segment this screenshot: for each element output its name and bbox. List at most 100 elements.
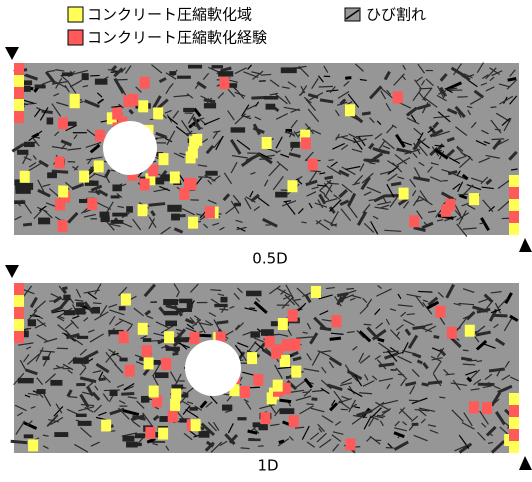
crack bbox=[439, 397, 445, 398]
crack-cluster bbox=[163, 299, 178, 305]
crack bbox=[99, 379, 106, 380]
softened-zone bbox=[290, 338, 300, 350]
crack-cluster bbox=[50, 380, 62, 386]
softened-experienced bbox=[190, 332, 200, 344]
softened-experienced bbox=[509, 211, 519, 223]
softened-zone bbox=[331, 315, 341, 327]
crack bbox=[463, 364, 476, 365]
softened-experienced bbox=[289, 415, 299, 427]
crack-cluster bbox=[281, 67, 297, 73]
softened-experienced bbox=[20, 171, 30, 183]
crack bbox=[391, 183, 401, 185]
support-marker bbox=[5, 47, 19, 60]
hole bbox=[103, 121, 157, 175]
crack bbox=[508, 79, 517, 81]
crack bbox=[199, 335, 212, 336]
panel-caption: 0.5D bbox=[252, 250, 287, 268]
crack-cluster bbox=[119, 358, 127, 362]
softened-experienced bbox=[509, 405, 519, 417]
crack-cluster bbox=[165, 321, 177, 327]
crack-cluster bbox=[18, 378, 34, 383]
softened-zone bbox=[145, 427, 155, 439]
crack-cluster bbox=[92, 307, 100, 314]
crack-cluster bbox=[37, 389, 46, 394]
crack bbox=[11, 441, 27, 443]
softened-experienced bbox=[142, 345, 152, 357]
crack-cluster bbox=[177, 76, 191, 79]
softened-experienced bbox=[509, 175, 519, 187]
softened-experienced bbox=[308, 159, 318, 171]
crack bbox=[418, 291, 432, 292]
softened-zone bbox=[265, 336, 275, 348]
softened-zone bbox=[482, 402, 492, 414]
crack-cluster bbox=[143, 338, 152, 342]
crack-cluster bbox=[82, 73, 89, 80]
crack-cluster bbox=[135, 433, 145, 438]
softened-experienced bbox=[509, 199, 519, 211]
page: コンクリート圧縮軟化域 コンクリート圧縮軟化経験 ひび割れ 0.5D 1D ((… bbox=[0, 0, 532, 482]
softened-experienced bbox=[345, 438, 355, 450]
crack-cluster bbox=[261, 329, 274, 336]
crack bbox=[279, 400, 291, 402]
softened-experienced bbox=[509, 429, 519, 441]
crack-cluster bbox=[155, 372, 169, 378]
crack bbox=[434, 336, 440, 337]
crack-cluster bbox=[258, 423, 267, 430]
legend-swatch-yellow bbox=[68, 7, 83, 22]
softened-experienced bbox=[409, 215, 419, 227]
softened-experienced bbox=[14, 63, 24, 75]
legend-label: コンクリート圧縮軟化域 bbox=[87, 6, 252, 24]
softened-experienced bbox=[14, 331, 24, 343]
crack bbox=[320, 100, 333, 102]
softened-experienced bbox=[399, 188, 409, 200]
crack bbox=[306, 404, 313, 405]
legend-label: ひび割れ bbox=[366, 6, 426, 24]
crack bbox=[173, 353, 179, 354]
softened-experienced bbox=[509, 393, 519, 405]
softened-zone bbox=[95, 130, 105, 142]
crack-cluster bbox=[110, 390, 118, 396]
support-marker bbox=[5, 265, 19, 278]
softened-experienced bbox=[469, 193, 479, 205]
softened-zone bbox=[128, 94, 138, 106]
softened-experienced bbox=[469, 401, 479, 413]
crack bbox=[428, 382, 442, 383]
crack-cluster bbox=[275, 192, 287, 198]
crack bbox=[477, 361, 482, 362]
softened-zone bbox=[144, 357, 154, 369]
softened-zone bbox=[140, 77, 150, 89]
crack bbox=[329, 160, 334, 161]
crack-cluster bbox=[214, 304, 227, 307]
crack-cluster bbox=[111, 220, 124, 224]
crack bbox=[248, 431, 258, 433]
crack-cluster bbox=[266, 104, 276, 110]
softened-experienced bbox=[447, 327, 457, 339]
crack-cluster bbox=[76, 414, 87, 417]
crack-cluster bbox=[14, 200, 25, 204]
panel bbox=[12, 63, 519, 237]
crack bbox=[407, 314, 415, 315]
crack bbox=[52, 171, 68, 172]
crack-cluster bbox=[54, 432, 68, 437]
softened-experienced bbox=[14, 307, 24, 319]
crack bbox=[293, 358, 301, 360]
softened-experienced bbox=[509, 223, 519, 235]
crack-cluster bbox=[78, 421, 92, 426]
softened-experienced bbox=[161, 358, 171, 370]
crack bbox=[210, 290, 221, 291]
crack bbox=[362, 113, 371, 114]
crack bbox=[419, 88, 432, 89]
crack-cluster bbox=[164, 311, 178, 315]
crack-cluster bbox=[169, 71, 176, 75]
crack-cluster bbox=[112, 185, 121, 192]
softened-zone bbox=[164, 331, 174, 343]
crack-cluster bbox=[171, 214, 180, 221]
softened-zone bbox=[205, 206, 215, 218]
crack-cluster bbox=[95, 79, 108, 85]
softened-experienced bbox=[192, 134, 202, 146]
softened-experienced bbox=[509, 187, 519, 199]
softened-experienced bbox=[291, 366, 301, 378]
softened-experienced bbox=[58, 220, 68, 232]
softened-experienced bbox=[240, 386, 250, 398]
crack-cluster bbox=[141, 396, 149, 403]
